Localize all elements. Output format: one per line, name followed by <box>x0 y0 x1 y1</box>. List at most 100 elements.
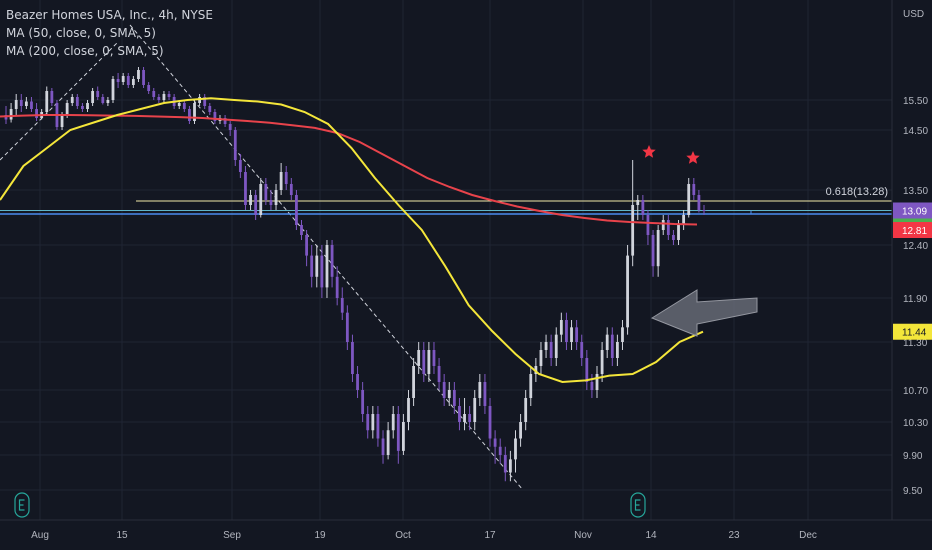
candle-body <box>442 382 446 398</box>
candle-body <box>396 414 400 451</box>
candle-body <box>422 350 426 374</box>
candle <box>366 406 370 439</box>
arrow-annotation <box>650 289 758 337</box>
star-marker-2 <box>686 151 700 164</box>
candle-body <box>605 334 609 350</box>
candle <box>386 422 390 460</box>
indicator-ma200[interactable]: MA (200, close, 0, SMA, 5) <box>6 44 164 58</box>
candle <box>101 94 105 105</box>
candle-body <box>402 422 405 451</box>
currency-label: USD <box>903 9 924 20</box>
candle <box>641 195 645 220</box>
candle <box>407 390 410 431</box>
y-tick-label: 15.50 <box>903 96 928 107</box>
candle <box>672 230 675 245</box>
candle <box>269 190 273 210</box>
candle <box>152 88 156 100</box>
candle-body <box>697 195 701 210</box>
candle-body <box>585 358 589 382</box>
candle-body <box>249 195 252 205</box>
candle-body <box>310 255 314 277</box>
candle <box>305 230 308 267</box>
y-tick-label: 11.30 <box>903 338 928 349</box>
earnings-marker-aug[interactable] <box>14 492 30 518</box>
indicator-ma50[interactable]: MA (50, close, 0, SMA, 5) <box>6 26 156 40</box>
candle <box>519 414 522 447</box>
candle-body <box>626 255 629 328</box>
candle-body <box>142 70 145 85</box>
candle-body <box>244 172 247 205</box>
candle <box>575 320 579 350</box>
y-tick-label: 10.30 <box>903 418 928 429</box>
candle <box>188 106 191 124</box>
earnings-marker-nov[interactable] <box>630 492 646 518</box>
candle <box>549 334 553 366</box>
candles <box>4 67 706 482</box>
candle-body <box>50 91 54 103</box>
candle-body <box>427 350 431 374</box>
candle-body <box>70 97 74 103</box>
candle <box>91 88 95 106</box>
x-tick-label: 14 <box>645 530 657 541</box>
symbol-title[interactable]: Beazer Homes USA, Inc., 4h, NYSE <box>6 8 213 22</box>
candle-body <box>534 366 538 374</box>
candle <box>544 334 548 358</box>
candle <box>539 342 543 374</box>
candle <box>483 374 487 414</box>
candle-body <box>35 109 38 118</box>
x-tick-label: Dec <box>799 530 817 541</box>
candle-body <box>452 390 456 406</box>
candle-body <box>702 210 706 211</box>
candle <box>498 438 502 464</box>
candle <box>636 195 640 220</box>
candle <box>111 76 115 103</box>
y-tick-label: 12.40 <box>903 241 928 252</box>
earnings-e-icon <box>18 499 25 511</box>
candle <box>381 430 385 464</box>
candle-body <box>361 390 365 414</box>
star-marker-1 <box>642 145 656 158</box>
candle-body <box>131 79 135 85</box>
candle-body <box>274 190 278 205</box>
candle <box>325 240 329 298</box>
candle-body <box>661 220 665 230</box>
time-axis[interactable]: Aug 15 Sep 19 Oct 17 Nov 14 23 Dec <box>31 530 817 541</box>
candle <box>274 184 278 210</box>
y-tick-label: 10.70 <box>903 386 928 397</box>
candle <box>452 382 456 414</box>
candle <box>442 374 446 406</box>
candle-body <box>345 312 349 342</box>
candle-body <box>223 118 227 124</box>
candle <box>493 430 497 464</box>
candle-body <box>666 220 670 235</box>
candle <box>279 163 283 195</box>
x-tick-label: Nov <box>574 530 592 541</box>
candle-body <box>320 255 324 288</box>
candle <box>50 88 54 106</box>
candle-body <box>539 350 543 366</box>
candle <box>86 100 89 112</box>
candle-body <box>116 79 120 82</box>
candle-body <box>126 76 130 85</box>
candle <box>9 103 13 123</box>
candle <box>254 190 258 220</box>
candle-body <box>692 184 696 195</box>
price-axis[interactable]: 15.50 14.50 13.50 12.40 11.90 11.30 10.70 10.30… <box>903 96 928 497</box>
x-tick-label: 17 <box>484 530 496 541</box>
candle <box>534 358 538 382</box>
candle <box>692 178 696 200</box>
candle <box>422 342 426 382</box>
candle <box>330 240 334 288</box>
candle <box>473 390 477 431</box>
price-tag-bg <box>893 222 932 238</box>
candle-body <box>305 235 308 256</box>
candle-body <box>595 374 599 390</box>
fib-label: 0.618(13.28) <box>826 186 888 198</box>
x-tick-label: 15 <box>116 530 128 541</box>
candle-body <box>544 342 548 350</box>
candle <box>666 215 670 240</box>
candle <box>488 398 492 447</box>
y-tick-label: 9.50 <box>903 486 923 497</box>
